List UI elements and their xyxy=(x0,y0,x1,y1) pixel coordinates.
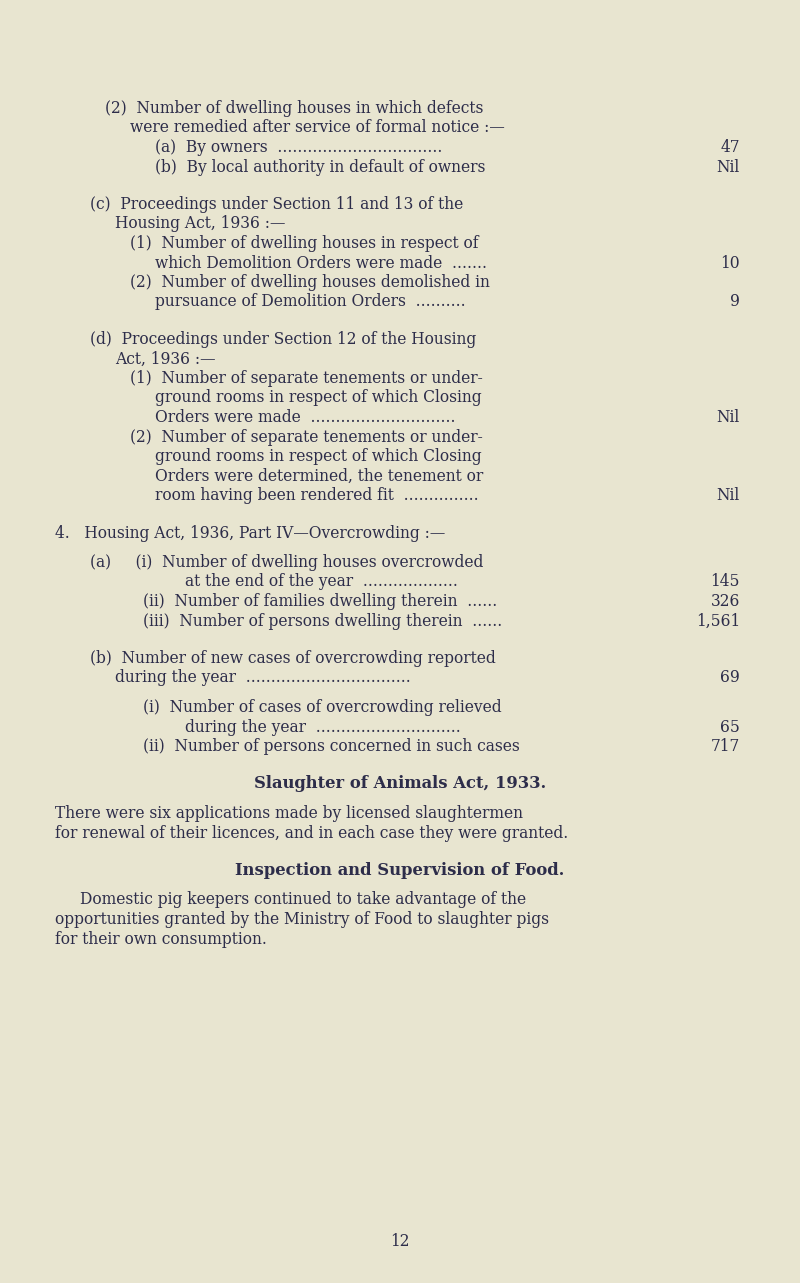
Text: during the year  .............................: during the year ........................… xyxy=(185,718,461,735)
Text: (c)  Proceedings under Section 11 and 13 of the: (c) Proceedings under Section 11 and 13 … xyxy=(90,196,463,213)
Text: Act, 1936 :—: Act, 1936 :— xyxy=(115,350,215,367)
Text: 12: 12 xyxy=(390,1233,410,1250)
Text: (a)  By owners  .................................: (a) By owners ..........................… xyxy=(155,139,442,157)
Text: Orders were determined, the tenement or: Orders were determined, the tenement or xyxy=(155,467,483,485)
Text: 1,561: 1,561 xyxy=(696,612,740,630)
Text: (b)  Number of new cases of overcrowding reported: (b) Number of new cases of overcrowding … xyxy=(90,650,496,667)
Text: Inspection and Supervision of Food.: Inspection and Supervision of Food. xyxy=(235,862,565,879)
Text: which Demolition Orders were made  .......: which Demolition Orders were made ......… xyxy=(155,254,487,272)
Text: 47: 47 xyxy=(721,139,740,157)
Text: opportunities granted by the Ministry of Food to slaughter pigs: opportunities granted by the Ministry of… xyxy=(55,911,549,928)
Text: for renewal of their licences, and in each case they were granted.: for renewal of their licences, and in ea… xyxy=(55,825,568,842)
Text: pursuance of Demolition Orders  ..........: pursuance of Demolition Orders .........… xyxy=(155,294,466,310)
Text: Nil: Nil xyxy=(717,409,740,426)
Text: 9: 9 xyxy=(730,294,740,310)
Text: 65: 65 xyxy=(720,718,740,735)
Text: (i)  Number of cases of overcrowding relieved: (i) Number of cases of overcrowding reli… xyxy=(143,699,502,716)
Text: ground rooms in respect of which Closing: ground rooms in respect of which Closing xyxy=(155,448,482,464)
Text: 10: 10 xyxy=(720,254,740,272)
Text: Nil: Nil xyxy=(717,488,740,504)
Text: 717: 717 xyxy=(710,738,740,754)
Text: Slaughter of Animals Act, 1933.: Slaughter of Animals Act, 1933. xyxy=(254,775,546,793)
Text: 145: 145 xyxy=(710,574,740,590)
Text: Domestic pig keepers continued to take advantage of the: Domestic pig keepers continued to take a… xyxy=(80,892,526,908)
Text: Nil: Nil xyxy=(717,159,740,176)
Text: Orders were made  .............................: Orders were made .......................… xyxy=(155,409,455,426)
Text: ground rooms in respect of which Closing: ground rooms in respect of which Closing xyxy=(155,390,482,407)
Text: (ii)  Number of persons concerned in such cases: (ii) Number of persons concerned in such… xyxy=(143,738,520,754)
Text: 326: 326 xyxy=(710,593,740,609)
Text: during the year  .................................: during the year ........................… xyxy=(115,670,410,686)
Text: Housing Act, 1936 :—: Housing Act, 1936 :— xyxy=(115,216,286,232)
Text: (2)  Number of dwelling houses demolished in: (2) Number of dwelling houses demolished… xyxy=(130,275,490,291)
Text: 69: 69 xyxy=(720,670,740,686)
Text: (b)  By local authority in default of owners: (b) By local authority in default of own… xyxy=(155,159,486,176)
Text: (iii)  Number of persons dwelling therein  ......: (iii) Number of persons dwelling therein… xyxy=(143,612,502,630)
Text: (a)     (i)  Number of dwelling houses overcrowded: (a) (i) Number of dwelling houses overcr… xyxy=(90,554,483,571)
Text: (2)  Number of dwelling houses in which defects: (2) Number of dwelling houses in which d… xyxy=(105,100,483,117)
Text: at the end of the year  ...................: at the end of the year .................… xyxy=(185,574,458,590)
Text: (1)  Number of dwelling houses in respect of: (1) Number of dwelling houses in respect… xyxy=(130,235,478,251)
Text: were remedied after service of formal notice :—: were remedied after service of formal no… xyxy=(130,119,505,136)
Text: 4.   Housing Act, 1936, Part IV—Overcrowding :—: 4. Housing Act, 1936, Part IV—Overcrowdi… xyxy=(55,525,446,541)
Text: (1)  Number of separate tenements or under-: (1) Number of separate tenements or unde… xyxy=(130,370,482,387)
Text: room having been rendered fit  ...............: room having been rendered fit ..........… xyxy=(155,488,478,504)
Text: (2)  Number of separate tenements or under-: (2) Number of separate tenements or unde… xyxy=(130,429,482,445)
Text: There were six applications made by licensed slaughtermen: There were six applications made by lice… xyxy=(55,804,523,822)
Text: for their own consumption.: for their own consumption. xyxy=(55,930,267,948)
Text: (d)  Proceedings under Section 12 of the Housing: (d) Proceedings under Section 12 of the … xyxy=(90,331,476,348)
Text: (ii)  Number of families dwelling therein  ......: (ii) Number of families dwelling therein… xyxy=(143,593,498,609)
